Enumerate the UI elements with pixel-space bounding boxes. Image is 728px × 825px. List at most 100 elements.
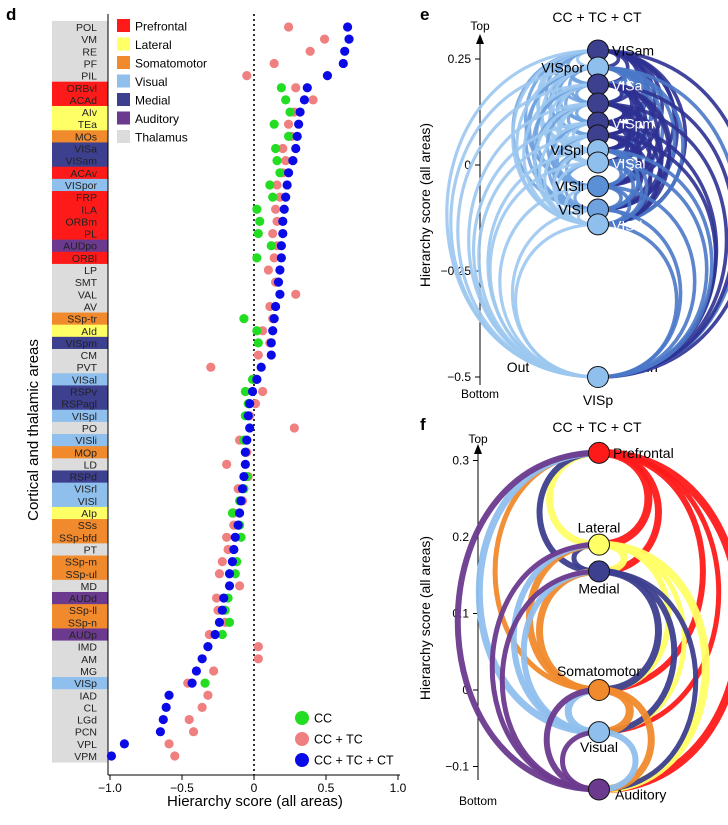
point-tc-LD	[222, 459, 232, 469]
area-band-SSp-m	[52, 555, 108, 569]
y-tick-label: 0.25	[448, 52, 472, 66]
node-label-lateral: Lateral	[578, 520, 621, 536]
point-tc-TEa	[283, 119, 294, 129]
area-label-MD: MD	[81, 581, 98, 593]
point-ct-VISli	[242, 435, 252, 445]
area-label-CL: CL	[84, 702, 98, 714]
area-label-AIp: AIp	[81, 508, 97, 520]
area-band-TEa	[52, 118, 108, 131]
area-label-ACAv: ACAv	[70, 168, 97, 180]
point-ct-AId	[268, 326, 278, 336]
area-label-VISp: VISp	[74, 678, 97, 690]
area-band-VISam	[52, 154, 108, 168]
panel-f-nodes: Prefrontal Lateral Medial Somatomotor Visual…	[557, 441, 674, 802]
panel-e-nodes: VISam VISpor VISa VISpm VISpl VISal VISli VISl V…	[541, 39, 654, 408]
node-label-VISl: VISl	[558, 202, 584, 218]
area-label-SSs: SSs	[78, 520, 97, 532]
area-band-RSPagl	[52, 397, 108, 411]
point-ct-AIv	[295, 107, 305, 117]
node-label-VISrl: VISrl	[612, 217, 642, 233]
module-label-thalamus: Thalamus	[135, 131, 188, 145]
point-cc-AIp	[227, 508, 237, 518]
point-ct-SMT	[273, 277, 284, 287]
point-tc-AUDd	[211, 593, 222, 603]
point-cc-VISa	[271, 143, 281, 154]
y-tick-label: −0.1	[445, 760, 469, 774]
area-band-SSp-ll	[52, 604, 108, 617]
point-cc-VISpm	[253, 338, 263, 348]
node-label-auditory: Auditory	[615, 786, 666, 802]
point-ct-MG	[191, 666, 201, 676]
y-tick-label: −0.5	[447, 370, 471, 384]
node-label-VISp: VISp	[583, 392, 614, 408]
area-label-PL: PL	[84, 229, 97, 241]
node-label-VISpl: VISpl	[551, 142, 584, 158]
area-label-ACAd: ACAd	[70, 95, 98, 107]
area-band-ILA	[52, 203, 108, 216]
y-axis-arrow	[476, 34, 484, 44]
area-band-CM	[52, 348, 108, 362]
area-band-MOp	[52, 446, 108, 459]
point-ct-IMD	[203, 642, 213, 652]
point-ct-AV	[271, 301, 281, 312]
point-ct-VM	[344, 34, 354, 44]
area-band-PT	[52, 543, 108, 557]
area-band-RSPd	[52, 470, 108, 484]
panel-d-points	[106, 22, 354, 761]
module-swatch-prefrontal	[117, 19, 130, 32]
module-swatch-lateral	[117, 37, 130, 51]
area-band-VM	[52, 33, 108, 46]
point-ct-VISrl	[237, 484, 248, 494]
area-band-CL	[52, 701, 108, 714]
area-label-MOp: MOp	[74, 447, 97, 459]
panel-e-top-label: Top	[470, 19, 490, 33]
area-label-PT: PT	[84, 544, 98, 556]
point-tc-SSp-ul	[214, 569, 225, 579]
node-label-VISam: VISam	[612, 43, 654, 59]
module-label-auditory: Auditory	[135, 112, 179, 126]
point-tc-PVT	[206, 362, 216, 372]
node-label-medial: Medial	[578, 580, 619, 596]
point-cc-ACAd	[281, 95, 291, 105]
edge-right	[598, 448, 728, 794]
area-label-PCN: PCN	[75, 727, 97, 739]
node-label-VISal: VISal	[612, 155, 645, 171]
module-legend: Prefrontal Lateral Somatomotor Visual Medial…	[110, 14, 207, 146]
point-tc-CM	[253, 350, 263, 360]
node-VISal	[587, 151, 609, 174]
area-label-PO: PO	[82, 423, 97, 435]
area-band-VISl	[52, 494, 108, 508]
point-ct-SSp-m	[227, 557, 237, 567]
point-cc-ORBm	[255, 216, 265, 226]
point-ct-MD	[224, 581, 235, 591]
area-band-IMD	[52, 640, 108, 654]
area-band-ORBm	[52, 215, 108, 228]
point-ct-IAD	[164, 690, 174, 700]
point-ct-SSp-ll	[217, 605, 227, 615]
edge-in	[597, 184, 697, 379]
x-tick-label: 0.5	[318, 781, 335, 795]
point-tc-LP	[263, 265, 273, 275]
area-band-SSp-bfd	[52, 531, 108, 544]
point-ct-MOp	[240, 447, 250, 457]
series-label-0: CC	[314, 712, 332, 726]
area-band-MOs	[52, 130, 108, 143]
point-ct-PL	[278, 228, 288, 239]
node-label-visual: Visual	[580, 739, 618, 755]
panel-e-out-label: Out	[507, 359, 530, 375]
area-band-AUDp	[52, 628, 108, 642]
point-tc-PF	[269, 58, 279, 69]
area-band-PCN	[52, 725, 108, 739]
area-label-SMT: SMT	[75, 277, 98, 289]
area-label-AV: AV	[84, 301, 97, 313]
node-VISrl	[587, 213, 609, 236]
point-ct-FRP	[281, 192, 291, 202]
area-label-SSp-ul: SSp-ul	[65, 569, 97, 581]
series-marker-2	[295, 753, 309, 767]
panel-f-bottom-label: Bottom	[459, 794, 497, 808]
point-tc-CL	[197, 702, 207, 713]
area-label-ORBvl: ORBvl	[67, 83, 97, 95]
area-band-SSp-tr	[52, 312, 108, 326]
point-ct-SSp-bfd	[230, 532, 240, 542]
point-ct-LP	[275, 265, 285, 275]
